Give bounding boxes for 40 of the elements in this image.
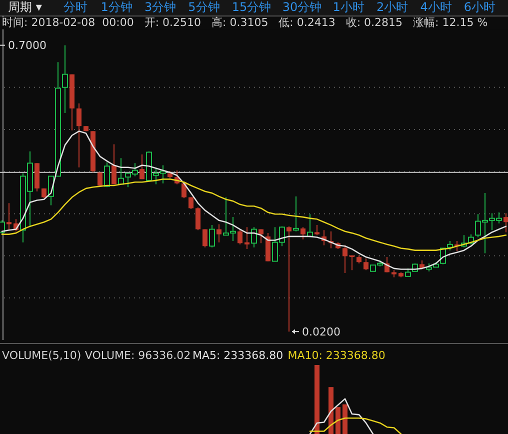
text: 1分钟 — [100, 0, 132, 14]
bar — [342, 404, 348, 434]
text: MA5: 233368.80 — [192, 349, 284, 362]
bar — [328, 387, 334, 434]
candlestick — [244, 226, 250, 250]
text: 6小时 — [464, 0, 496, 14]
candlestick — [364, 258, 368, 271]
text: 2小时 — [376, 0, 408, 14]
candlestick — [209, 224, 215, 248]
text: 5分钟 — [188, 0, 220, 14]
text: 1小时 — [332, 0, 364, 14]
candlestick — [202, 228, 208, 248]
candlestick — [314, 224, 320, 236]
bar — [314, 365, 320, 434]
candlestick — [216, 224, 222, 243]
candlestick — [258, 228, 264, 244]
annotation: 0.7000 — [8, 39, 46, 52]
text: VOLUME: 96336.02 — [84, 349, 191, 362]
text: 3分钟 — [144, 0, 176, 14]
annotation: 0.0200 — [302, 325, 340, 338]
text: 4小时 — [420, 0, 452, 14]
bar — [336, 407, 340, 434]
candlestick — [342, 244, 348, 274]
text: VOLUME(5,10) — [2, 349, 82, 362]
candlestick — [504, 212, 508, 233]
candlestick — [140, 154, 144, 180]
text: MA10: 233368.80 — [288, 349, 386, 362]
candlestick — [112, 144, 116, 185]
candlestick — [251, 226, 257, 248]
candlestick — [6, 202, 12, 231]
candlestick — [76, 102, 82, 168]
text: 分时 — [64, 0, 88, 14]
candlestick — [300, 226, 306, 240]
chart-subtitle: 时间: 2018-02-08 00:00 开: 0.2510 高: 0.3105 低: 0.2413 收: 0.2815 涨幅: 12.15 % — [2, 16, 488, 29]
text: 15分钟 — [232, 0, 272, 14]
candlestick — [293, 196, 299, 232]
candlestick — [196, 206, 200, 231]
text: 周期 ▾ — [8, 0, 42, 14]
candlestick — [238, 228, 242, 245]
text: 30分钟 — [282, 0, 322, 14]
